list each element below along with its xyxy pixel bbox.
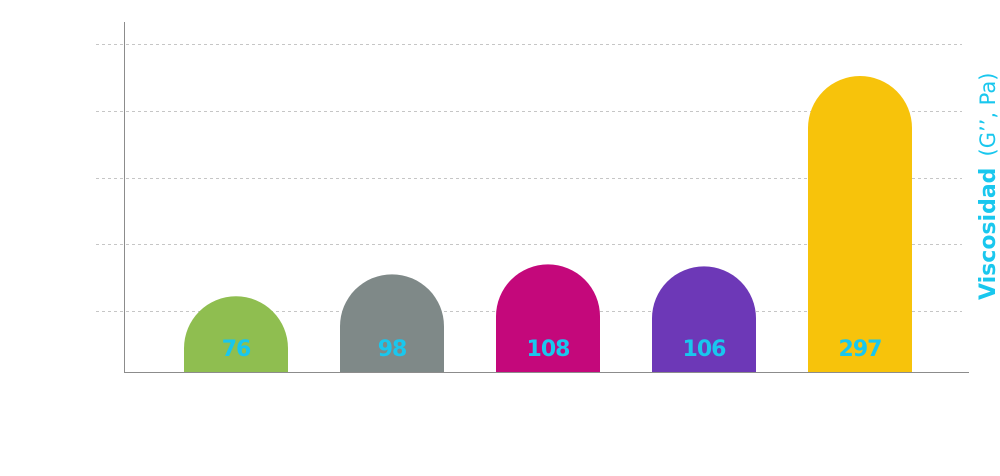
bar (496, 264, 600, 372)
bar-value-label: 76 (222, 337, 251, 362)
bar (340, 274, 444, 372)
bar-value-label: 108 (527, 337, 570, 362)
bar (652, 266, 756, 372)
y-axis-title: Viscosidad (G’’, Pa) (976, 73, 1000, 300)
bar (808, 76, 912, 372)
bar-value-label: 297 (839, 337, 882, 362)
y-axis-title-unit: (G’’, Pa) (976, 73, 1000, 157)
value-labels: 76 98 108 106 297 (222, 337, 883, 362)
bars (184, 76, 912, 372)
bar-value-label: 106 (683, 337, 727, 362)
bar (184, 296, 288, 372)
y-axis-title-main: Viscosidad (976, 168, 1000, 300)
bar-value-label: 98 (378, 337, 407, 362)
